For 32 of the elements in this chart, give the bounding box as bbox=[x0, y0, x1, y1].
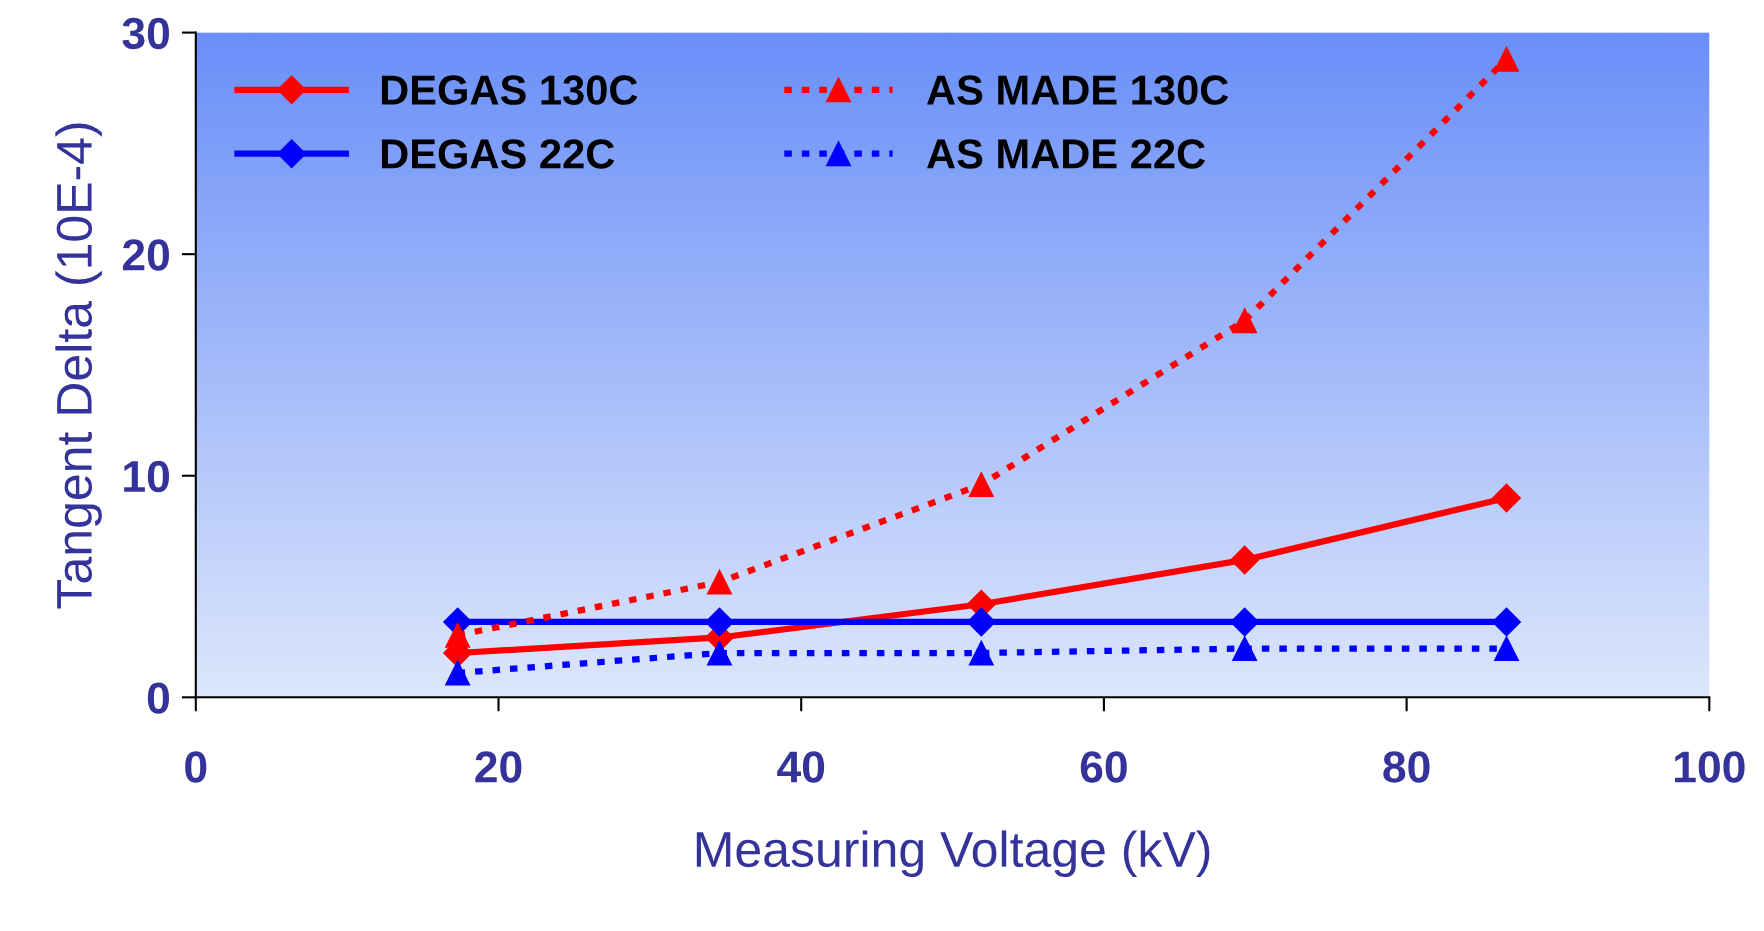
point bbox=[1230, 607, 1260, 637]
point bbox=[1492, 483, 1521, 513]
point bbox=[966, 607, 996, 637]
legend-label: AS MADE 22C bbox=[927, 139, 1206, 169]
x-tick-label: 100 bbox=[1675, 751, 1745, 783]
point bbox=[1493, 636, 1520, 662]
point bbox=[1492, 607, 1521, 637]
point bbox=[1230, 545, 1260, 575]
x-tick-label: 80 bbox=[1383, 751, 1430, 783]
y-tick-label: 30 bbox=[122, 17, 169, 50]
point bbox=[705, 607, 734, 637]
x-tick-label: 20 bbox=[475, 751, 522, 783]
legend-label: DEGAS 22C bbox=[381, 139, 615, 169]
x-axis-title: Measuring Voltage (kV) bbox=[696, 830, 1210, 878]
point bbox=[1232, 308, 1258, 334]
legend-label: DEGAS 130C bbox=[381, 75, 638, 105]
point bbox=[706, 569, 732, 595]
point bbox=[1232, 636, 1258, 662]
x-tick-label: 60 bbox=[1080, 751, 1127, 783]
y-axis-title: Tangent Delta (10E-4) bbox=[55, 123, 102, 609]
point bbox=[445, 660, 471, 686]
legend-label: AS MADE 130C bbox=[927, 75, 1229, 105]
point bbox=[968, 472, 994, 498]
point bbox=[706, 640, 732, 666]
point bbox=[1493, 46, 1520, 72]
x-tick-label: 0 bbox=[185, 751, 207, 783]
point bbox=[445, 622, 471, 648]
y-tick-label: 10 bbox=[124, 460, 169, 493]
x-tick-label: 40 bbox=[777, 751, 825, 783]
y-tick-label: 20 bbox=[122, 239, 169, 271]
point bbox=[968, 640, 994, 666]
y-tick-label: 0 bbox=[147, 682, 169, 714]
